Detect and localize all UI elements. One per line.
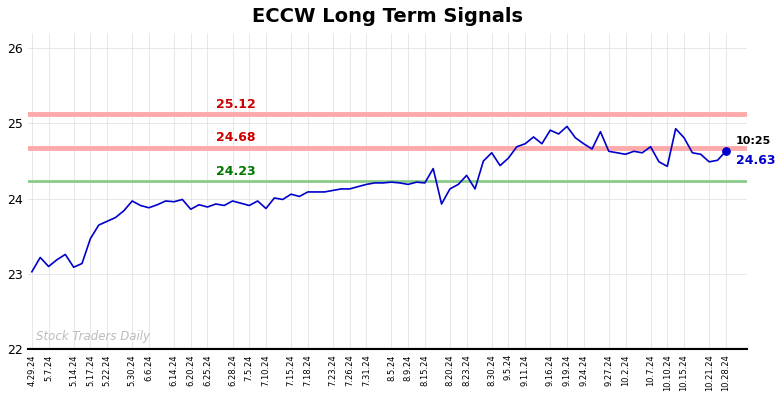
Title: ECCW Long Term Signals: ECCW Long Term Signals: [252, 7, 523, 26]
Text: 24.23: 24.23: [216, 166, 256, 178]
Text: 24.68: 24.68: [216, 131, 256, 144]
Text: 25.12: 25.12: [216, 98, 256, 111]
Text: Stock Traders Daily: Stock Traders Daily: [36, 330, 150, 343]
Point: [720, 148, 732, 154]
Text: 24.63: 24.63: [736, 154, 775, 167]
Text: 10:25: 10:25: [736, 137, 771, 146]
